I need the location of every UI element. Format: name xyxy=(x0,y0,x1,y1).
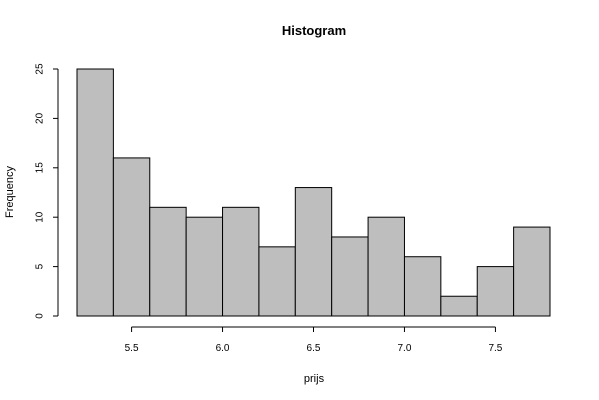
x-axis-label: prijs xyxy=(304,373,325,385)
histogram-bar xyxy=(331,236,369,317)
x-tick-label: 5.5 xyxy=(125,343,139,354)
histogram-bar xyxy=(513,226,551,317)
y-tick-label: 0 xyxy=(35,313,46,319)
bars-group xyxy=(76,68,551,317)
x-tick-label: 7.5 xyxy=(488,343,502,354)
x-tick-label: 6.5 xyxy=(307,343,321,354)
y-axis: 0 5 10 15 20 25 xyxy=(35,63,59,319)
histogram-bar xyxy=(403,256,442,317)
histogram-bar xyxy=(476,266,515,317)
x-tick-label: 6.0 xyxy=(216,343,230,354)
histogram-bar xyxy=(440,295,478,317)
histogram-bar xyxy=(294,187,333,317)
chart-title: Histogram xyxy=(282,23,346,38)
y-tick-label: 15 xyxy=(35,162,46,174)
histogram-bar xyxy=(185,216,224,317)
y-axis-label: Frequency xyxy=(4,166,16,218)
histogram-bar xyxy=(367,216,405,317)
y-tick-label: 5 xyxy=(35,263,46,269)
histogram-bar xyxy=(149,206,187,317)
histogram-bar xyxy=(258,246,296,317)
y-tick-label: 20 xyxy=(35,112,46,124)
histogram-bar xyxy=(222,206,260,317)
y-tick-label: 25 xyxy=(35,63,46,75)
x-tick-label: 7.0 xyxy=(398,343,412,354)
histogram-bar xyxy=(112,157,151,317)
y-tick-label: 10 xyxy=(35,211,46,223)
x-axis: 5.5 6.0 6.5 7.0 7.5 xyxy=(125,326,503,354)
histogram-bar xyxy=(76,68,114,317)
